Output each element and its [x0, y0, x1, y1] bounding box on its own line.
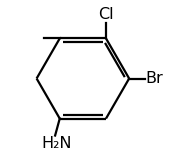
Text: Cl: Cl: [98, 7, 114, 22]
Text: H₂N: H₂N: [41, 136, 72, 151]
Text: Br: Br: [145, 71, 163, 86]
